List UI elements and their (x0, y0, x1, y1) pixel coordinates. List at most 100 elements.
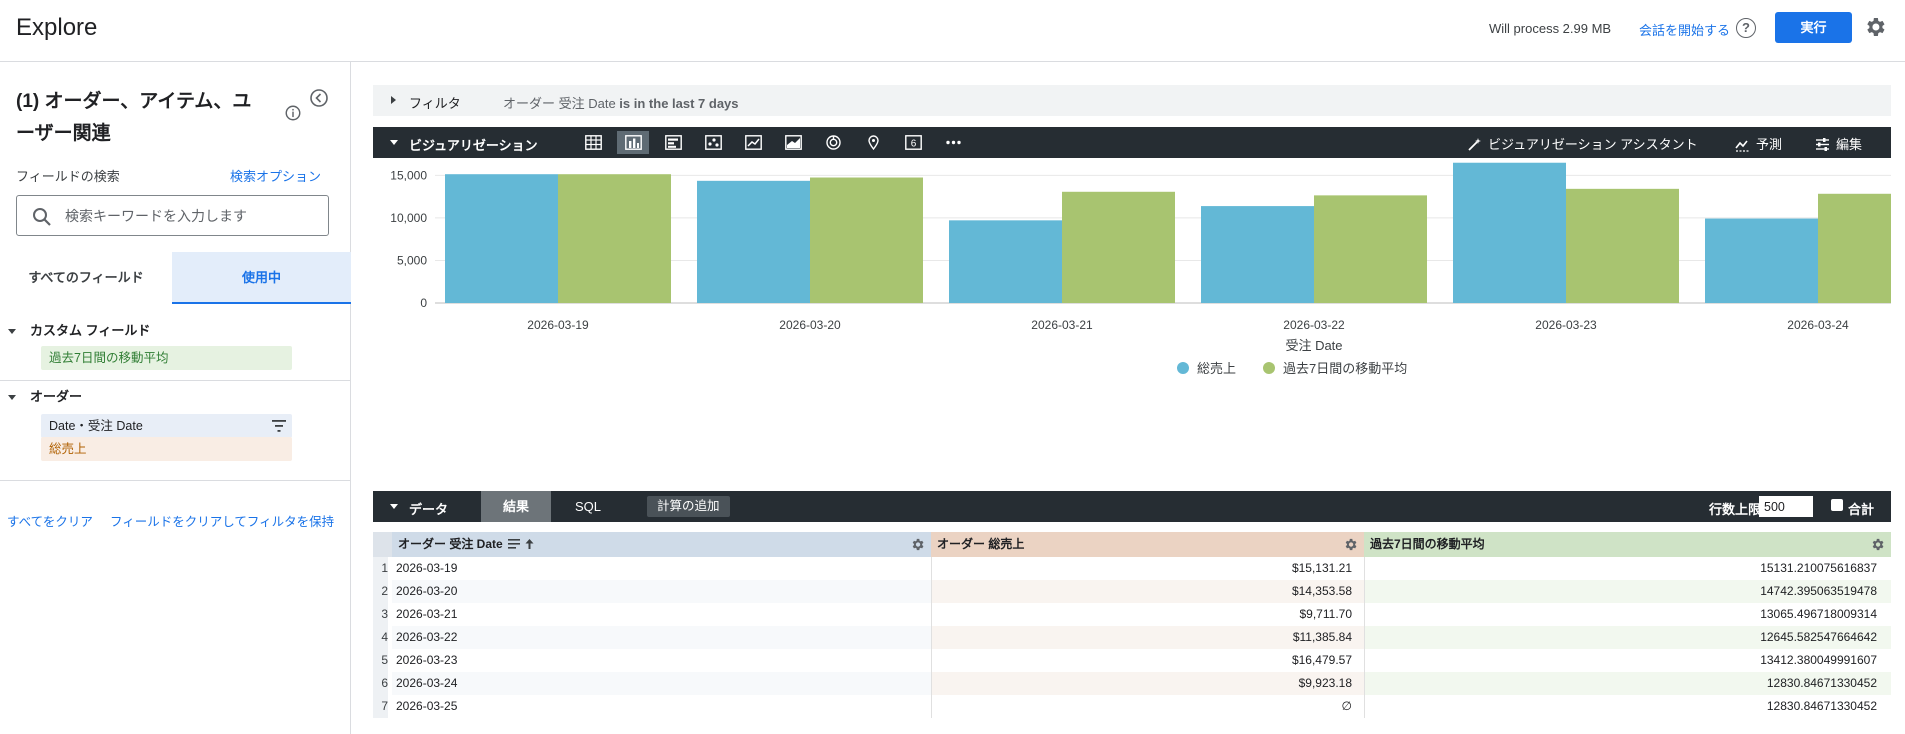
line-chart-icon[interactable] (737, 131, 769, 154)
caret-right-icon (391, 96, 396, 104)
row-limit-label: 行数上限 (1709, 502, 1762, 517)
column-header-moving-average[interactable]: 過去7日間の移動平均 (1364, 532, 1891, 557)
table-row: 5 2026-03-23 $16,479.57 13412.380049991607 (373, 649, 1891, 672)
field-moving-average[interactable]: 過去7日間の移動平均 (41, 346, 292, 370)
search-icon (33, 208, 51, 226)
table-row: 4 2026-03-22 $11,385.84 12645.582547664642 (373, 626, 1891, 649)
collapse-sidebar-icon[interactable] (309, 88, 329, 108)
x-tick-label: 2026-03-22 (1283, 318, 1345, 332)
field-picker-sidebar: (1) オーダー、アイテム、ユーザー関連 フィールドの検索 検索オプション すべ… (0, 62, 351, 734)
y-tick-label: 0 (420, 296, 427, 310)
legend-swatch (1263, 362, 1275, 374)
bar (1453, 162, 1566, 303)
bar (1566, 188, 1679, 303)
tab-all-fields[interactable]: すべてのフィールド (28, 270, 144, 285)
divider (0, 480, 351, 481)
gear-icon[interactable] (1343, 537, 1358, 552)
bar (1062, 191, 1175, 303)
filter-summary: オーダー 受注 Date is in the last 7 days (503, 96, 739, 111)
cell-date: 2026-03-19 (392, 557, 931, 580)
x-axis-label: 受注 Date (1285, 338, 1342, 353)
edit-button[interactable]: 編集 (1815, 134, 1862, 153)
clear-all-link[interactable]: すべてをクリア (7, 515, 93, 529)
bar (949, 220, 1062, 303)
filter-icon[interactable] (272, 420, 286, 432)
caret-down-icon (8, 395, 16, 401)
cell-moving-average: 12645.582547664642 (1364, 626, 1891, 649)
svg-text:6: 6 (911, 139, 917, 150)
top-bar: Explore Will process 2.99 MB 会話を開始する ? 実… (0, 0, 1905, 62)
cell-moving-average: 13412.380049991607 (1364, 649, 1891, 672)
bar (697, 180, 810, 303)
caret-down-icon[interactable] (390, 140, 398, 145)
column-header-date[interactable]: オーダー 受注 Date (392, 532, 931, 557)
field-search-input[interactable] (65, 205, 315, 227)
group-header[interactable]: オーダー (8, 386, 82, 405)
magic-wand-icon (1468, 138, 1481, 151)
visualization-bar: ビジュアリゼーション 6 ビジュアリゼーション アシスタント 予測 編集 (373, 127, 1891, 158)
caret-down-icon[interactable] (390, 504, 398, 509)
tab-results[interactable]: 結果 (481, 491, 551, 522)
cell-total-sales: $9,711.70 (931, 603, 1364, 626)
field-tabs: すべてのフィールド 使用中 (0, 252, 351, 304)
cell-date: 2026-03-21 (392, 603, 931, 626)
row-number: 2 (373, 580, 388, 603)
filter-bar[interactable]: フィルタ オーダー 受注 Date is in the last 7 days (373, 85, 1891, 116)
table-header: オーダー 受注 Date オーダー 総売上 過去7日間の移動平均 (373, 532, 1891, 557)
bar (558, 174, 671, 303)
sort-ascending-icon[interactable] (525, 539, 534, 549)
column-chart-icon[interactable] (617, 131, 649, 154)
tab-in-use[interactable]: 使用中 (172, 252, 351, 304)
bar-chart-icon[interactable] (657, 131, 689, 154)
field-search-label: フィールドの検索 (16, 169, 120, 184)
x-tick-label: 2026-03-21 (1031, 318, 1093, 332)
info-icon[interactable] (284, 104, 302, 122)
single-value-icon[interactable]: 6 (897, 131, 929, 154)
sliders-icon (1816, 138, 1829, 151)
map-pin-icon[interactable] (857, 131, 889, 154)
search-box (16, 195, 329, 236)
clear-fields-keep-filters-link[interactable]: フィールドをクリアしてフィルタを保持 (110, 515, 335, 529)
forecast-button[interactable]: 予測 (1735, 134, 1782, 153)
field-order-date[interactable]: Date・受注 Date (41, 414, 292, 438)
search-options-link[interactable]: 検索オプション (230, 169, 322, 184)
pie-chart-icon[interactable] (817, 131, 849, 154)
gear-icon[interactable] (1870, 537, 1885, 552)
field-total-sales[interactable]: 総売上 (41, 437, 292, 461)
visualization-title[interactable]: ビジュアリゼーション (409, 138, 538, 153)
will-process-text: Will process 2.99 MB (1489, 21, 1612, 36)
viz-assistant-button[interactable]: ビジュアリゼーション アシスタント (1467, 134, 1698, 153)
row-number: 1 (373, 557, 388, 580)
row-limit-input[interactable] (1759, 496, 1813, 517)
y-tick-label: 15,000 (390, 168, 427, 182)
gear-icon[interactable] (1863, 15, 1887, 39)
y-tick-label: 10,000 (390, 211, 427, 225)
table-row: 1 2026-03-19 $15,131.21 15131.210075616837 (373, 557, 1891, 580)
scatter-chart-icon[interactable] (697, 131, 729, 154)
totals-checkbox[interactable] (1831, 499, 1843, 511)
help-icon[interactable]: ? (1736, 18, 1756, 38)
table-viz-icon[interactable] (577, 131, 609, 154)
run-button[interactable]: 実行 (1775, 12, 1852, 43)
x-tick-label: 2026-03-19 (527, 318, 589, 332)
row-number: 4 (373, 626, 388, 649)
row-number: 3 (373, 603, 388, 626)
gear-icon[interactable] (910, 537, 925, 552)
table-row: 2 2026-03-20 $14,353.58 14742.395063519478 (373, 580, 1891, 603)
cell-date: 2026-03-25 (392, 695, 931, 718)
area-chart-icon[interactable] (777, 131, 809, 154)
start-conversation-link[interactable]: 会話を開始する (1639, 23, 1731, 38)
legend-swatch (1177, 362, 1189, 374)
data-title[interactable]: データ (409, 502, 449, 517)
more-icon[interactable] (937, 131, 969, 154)
add-calculation-button[interactable]: 計算の追加 (647, 496, 730, 517)
chart-svg: 0 5,000 10,000 15,000 2026-03-19 2026-03-20 20… (390, 162, 1891, 376)
legend-label: 総売上 (1197, 361, 1236, 376)
explore-model-title: (1) オーダー、アイテム、ユーザー関連 (16, 91, 252, 144)
group-header[interactable]: カスタム フィールド (8, 320, 150, 339)
cell-moving-average: 15131.210075616837 (1364, 557, 1891, 580)
x-tick-label: 2026-03-20 (779, 318, 841, 332)
tab-sql[interactable]: SQL (574, 499, 601, 514)
data-bar: データ 結果 SQL 計算の追加 行数上限 合計 (373, 491, 1891, 522)
column-header-total-sales[interactable]: オーダー 総売上 (931, 532, 1364, 557)
